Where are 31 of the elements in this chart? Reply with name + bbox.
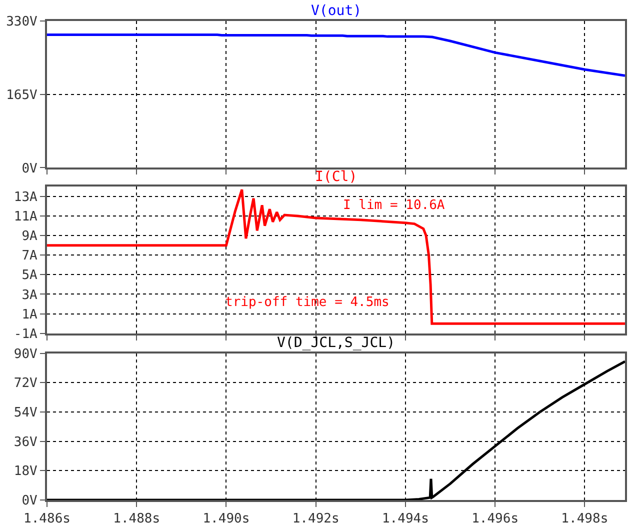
- x-tick-label: 1.496s: [472, 512, 519, 527]
- x-tick-label: 1.486s: [24, 512, 70, 527]
- line-series: [47, 34, 625, 77]
- y-tick-label: 9A: [22, 229, 38, 244]
- chart-title: I(Cl): [315, 169, 358, 185]
- y-tick-label: 11A: [14, 210, 38, 225]
- y-tick-label: 1A: [22, 307, 38, 322]
- y-tick-label: 0V: [22, 494, 38, 509]
- y-tick-label: 72V: [14, 376, 38, 392]
- chart-title: V(D_JCL,S_JCL): [277, 335, 396, 351]
- x-tick-label: 1.488s: [113, 512, 160, 527]
- annotation: I lim = 10.6A: [343, 198, 445, 213]
- y-tick-label: -1A: [14, 326, 38, 342]
- x-tick-label: 1.490s: [202, 512, 250, 527]
- y-tick-label: 54V: [14, 406, 38, 421]
- y-tick-label: 5A: [22, 268, 38, 284]
- x-tick-label: 1.492s: [292, 512, 340, 527]
- y-tick-label: 3A: [22, 288, 38, 303]
- y-tick-label: 7A: [22, 248, 38, 264]
- annotation: trip-off time = 4.5ms: [225, 295, 390, 310]
- y-tick-label: 0V: [22, 161, 38, 176]
- y-tick-label: 18V: [14, 464, 38, 480]
- x-tick-label: 1.494s: [382, 512, 429, 527]
- y-tick-label: 330V: [6, 14, 38, 30]
- chart-title: V(out): [311, 3, 362, 19]
- y-tick-label: 13A: [14, 190, 38, 205]
- y-tick-label: 36V: [14, 434, 38, 450]
- x-tick-label: 1.498s: [561, 512, 608, 527]
- line-series: [47, 188, 625, 325]
- y-tick-label: 90V: [14, 346, 38, 362]
- y-tick-label: 165V: [6, 88, 38, 103]
